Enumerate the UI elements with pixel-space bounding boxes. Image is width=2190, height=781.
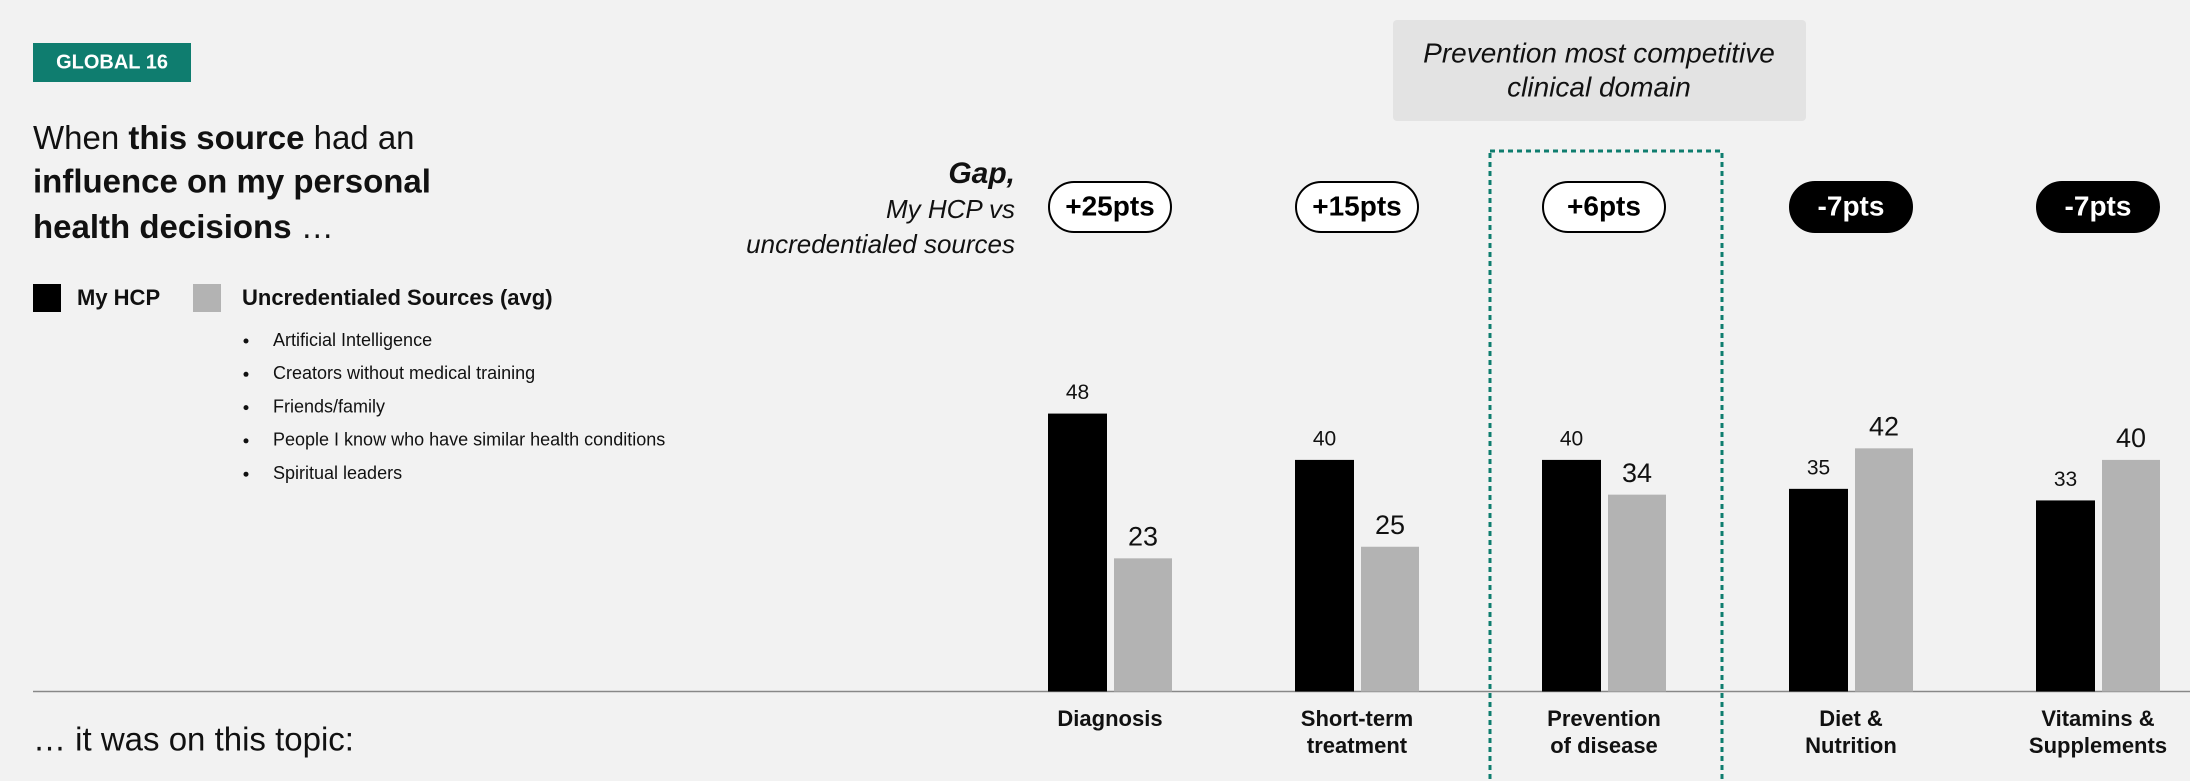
value-label: 25 [1375,510,1405,540]
value-label: 35 [1807,456,1830,479]
legend-source: People I know who have similar health co… [273,430,665,450]
bar [1361,546,1419,692]
legend-source: Artificial Intelligence [273,330,432,350]
gap-label: +25pts [1065,190,1155,221]
legend-label: My HCP [77,285,160,310]
legend-source: Spiritual leaders [273,463,402,483]
x-tick-label: Diet & Nutrition [1805,706,1897,758]
x-tick-line: Diet & [1819,706,1883,731]
legend-label: Uncredentialed Sources (avg) [242,285,553,310]
legend-swatch [193,284,221,312]
heading-text: this source [128,119,304,156]
gap-label: -7pts [1818,190,1885,221]
value-label: 42 [1869,411,1899,441]
value-label: 33 [2054,468,2077,491]
bar [1295,459,1354,692]
heading-text: health decisions [33,208,292,245]
callout-box [1393,20,1806,121]
gap-pill [1542,181,1666,233]
bar [1542,459,1601,692]
heading-text: … [292,208,334,245]
value-label: 23 [1128,521,1158,551]
x-tick-label: Diagnosis [1057,706,1162,731]
bullet [243,405,249,411]
bar [1608,494,1666,692]
legend-source: Friends/family [273,396,385,416]
x-tick-line: Supplements [2029,733,2167,758]
gap-subtitle: My HCP vs [886,194,1015,224]
legend-source: Creators without medical training [273,363,535,383]
gap-title: Gap, [948,157,1015,190]
gap-label: +15pts [1312,190,1402,221]
heading-text: When [33,119,128,156]
badge [33,43,191,82]
x-tick-line: treatment [1307,733,1408,758]
x-tick-label: Short-term treatment [1301,706,1413,758]
value-label: 40 [1560,427,1583,450]
heading-line: When this source had an [33,119,415,156]
gap-pill [1295,181,1419,233]
bar [1114,558,1172,692]
footer: … it was on this topic: [33,721,354,758]
x-tick-line: of disease [1550,733,1658,758]
callout-text: clinical domain [1507,71,1691,102]
bullet [243,371,249,377]
bar [1048,413,1107,692]
bullet [243,471,249,477]
callout-text: Prevention most competitive [1423,37,1775,68]
bar [1789,488,1848,692]
value-label: 40 [1313,427,1336,450]
value-label: 34 [1622,458,1652,488]
x-tick-line: Nutrition [1805,733,1897,758]
x-tick-line: Short-term [1301,706,1413,731]
gap-label: +6pts [1567,190,1641,221]
heading-line: influence on my personal [33,163,431,200]
x-tick-line: Vitamins & [2041,706,2154,731]
badge-text: GLOBAL 16 [56,51,168,73]
legend-swatch [33,284,61,312]
bar [2102,459,2160,692]
bullet [243,338,249,344]
heading-text: had an [304,119,414,156]
gap-pill [1789,181,1913,233]
gap-label: -7pts [2065,190,2132,221]
value-label: 48 [1066,381,1089,404]
highlight-box [1488,149,1724,781]
bullet [243,438,249,444]
x-tick-label: Vitamins & Supplements [2029,706,2167,758]
value-label: 40 [2116,423,2146,453]
bar [2036,500,2095,692]
x-tick-line: Diagnosis [1057,706,1162,731]
bar [1855,448,1913,692]
gap-pill [2036,181,2160,233]
gap-subtitle: uncredentialed sources [746,229,1015,259]
x-tick-label: Prevention of disease [1547,706,1661,758]
x-tick-line: Prevention [1547,706,1661,731]
gap-pill [1048,181,1172,233]
heading-line: health decisions … [33,208,334,245]
